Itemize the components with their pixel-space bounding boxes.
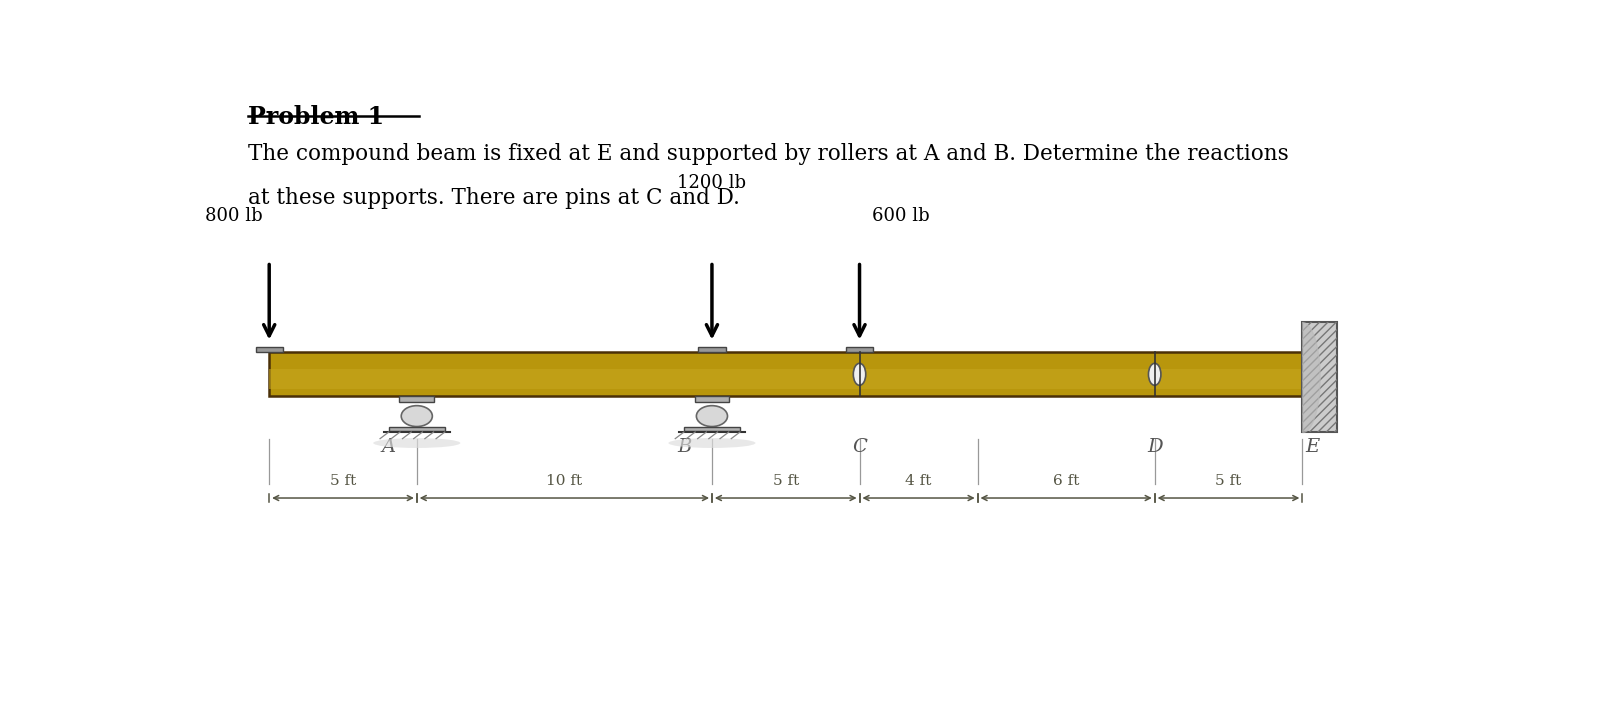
Ellipse shape: [668, 438, 754, 448]
Text: The compound beam is fixed at E and supported by rollers at A and B. Determine t: The compound beam is fixed at E and supp…: [247, 144, 1287, 166]
Text: E: E: [1305, 438, 1319, 456]
Ellipse shape: [401, 406, 432, 426]
Bar: [388, 426, 445, 431]
Text: C: C: [852, 438, 867, 456]
Text: 1200 lb: 1200 lb: [677, 174, 746, 191]
Text: 5 ft: 5 ft: [329, 474, 356, 488]
Text: Problem 1: Problem 1: [247, 105, 384, 129]
Bar: [400, 396, 433, 402]
Bar: [698, 347, 725, 352]
Text: 5 ft: 5 ft: [1215, 474, 1241, 488]
Ellipse shape: [697, 406, 727, 426]
Ellipse shape: [372, 438, 461, 448]
Text: A: A: [380, 438, 395, 456]
Bar: [1302, 322, 1337, 432]
Text: at these supports. There are pins at C and D.: at these supports. There are pins at C a…: [247, 187, 740, 209]
Bar: [270, 369, 1302, 389]
Bar: [693, 396, 729, 402]
Text: 4 ft: 4 ft: [905, 474, 931, 488]
Bar: [270, 352, 1302, 396]
Ellipse shape: [852, 363, 865, 386]
Text: 5 ft: 5 ft: [772, 474, 798, 488]
Text: 800 lb: 800 lb: [205, 206, 263, 225]
Bar: [255, 347, 282, 352]
Text: 6 ft: 6 ft: [1053, 474, 1079, 488]
Bar: [684, 426, 740, 431]
Ellipse shape: [1148, 363, 1160, 386]
Bar: [846, 347, 873, 352]
Text: D: D: [1146, 438, 1162, 456]
Bar: [1302, 322, 1337, 432]
Text: 10 ft: 10 ft: [546, 474, 583, 488]
Text: B: B: [677, 438, 692, 456]
Text: 600 lb: 600 lb: [872, 206, 929, 225]
